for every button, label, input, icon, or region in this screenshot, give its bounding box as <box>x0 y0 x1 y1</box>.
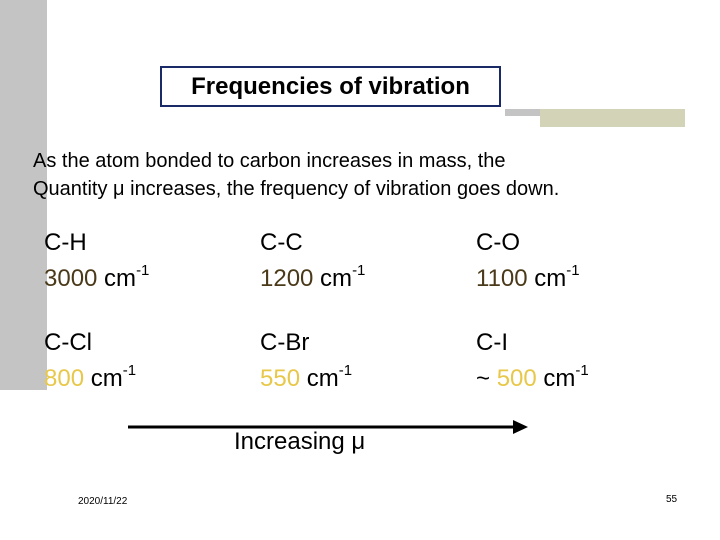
bond-value: 1100 <box>476 265 528 292</box>
bond-unit: cm <box>536 365 576 392</box>
bond-value: 550 <box>260 365 301 392</box>
bond-c-c: C-C 1200 cm-1 <box>260 228 365 294</box>
left-decor-bar <box>0 0 47 390</box>
bond-exp: -1 <box>136 262 150 279</box>
bond-unit: cm <box>527 265 567 292</box>
increasing-arrow <box>128 420 528 434</box>
bond-label: C-Cl <box>44 329 92 356</box>
bond-value: 1200 <box>260 265 314 292</box>
bond-c-i: C-I ~ 500 cm-1 <box>476 328 589 394</box>
bond-exp: -1 <box>566 262 580 279</box>
bond-prefix: ~ <box>476 365 497 392</box>
intro-line-2: Quantity μ increases, the frequency of v… <box>33 178 560 200</box>
intro-line-1: As the atom bonded to carbon increases i… <box>33 150 506 172</box>
bond-exp: -1 <box>122 362 137 379</box>
bond-exp: -1 <box>338 362 353 379</box>
bond-exp: -1 <box>575 362 589 379</box>
bond-unit: cm <box>300 365 339 392</box>
bond-c-h: C-H 3000 cm-1 <box>44 228 149 294</box>
bond-label: C-O <box>476 229 520 256</box>
arrow-label: Increasing μ <box>234 428 366 455</box>
bond-label: C-H <box>44 229 87 256</box>
bond-value: 800 <box>44 365 85 392</box>
bond-unit: cm <box>97 265 137 292</box>
bond-c-br: C-Br 550 cm-1 <box>260 328 352 394</box>
bond-c-cl: C-Cl 800 cm-1 <box>44 328 136 394</box>
footer-date: 2020/11/22 <box>78 496 128 507</box>
bond-value: 500 <box>496 365 537 392</box>
arrow-head-icon <box>513 420 528 434</box>
bond-label: C-I <box>476 329 508 356</box>
slide-title: Frequencies of vibration <box>160 66 501 107</box>
bond-unit: cm <box>84 365 123 392</box>
bond-unit: cm <box>313 265 353 292</box>
top-right-decor-bar <box>540 109 685 127</box>
top-decor-bar <box>505 109 540 116</box>
intro-text: As the atom bonded to carbon increases i… <box>33 147 713 203</box>
bond-exp: -1 <box>352 262 366 279</box>
bond-value: 3000 <box>44 265 98 292</box>
bond-label: C-Br <box>260 329 310 356</box>
bond-label: C-C <box>260 229 303 256</box>
bond-c-o: C-O 1100 cm-1 <box>476 228 580 294</box>
page-number: 55 <box>666 494 678 505</box>
